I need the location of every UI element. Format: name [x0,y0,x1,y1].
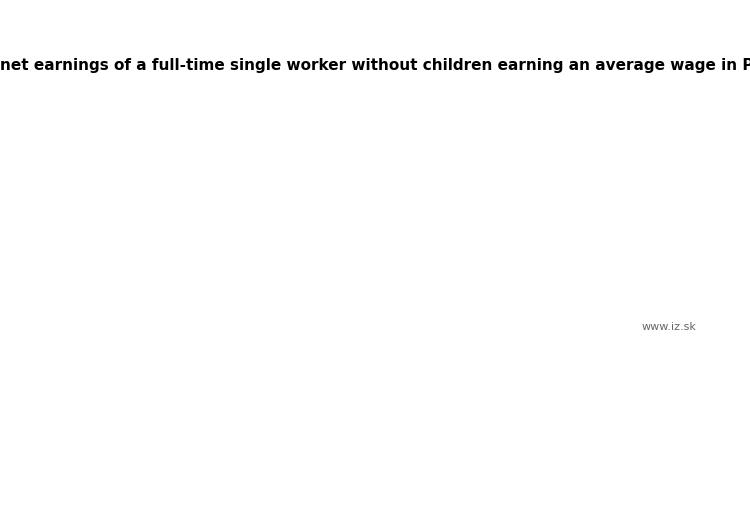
Text: net earnings of a full-time single worker without children earning an average wa: net earnings of a full-time single worke… [0,58,750,73]
Text: www.iz.sk: www.iz.sk [641,322,696,332]
